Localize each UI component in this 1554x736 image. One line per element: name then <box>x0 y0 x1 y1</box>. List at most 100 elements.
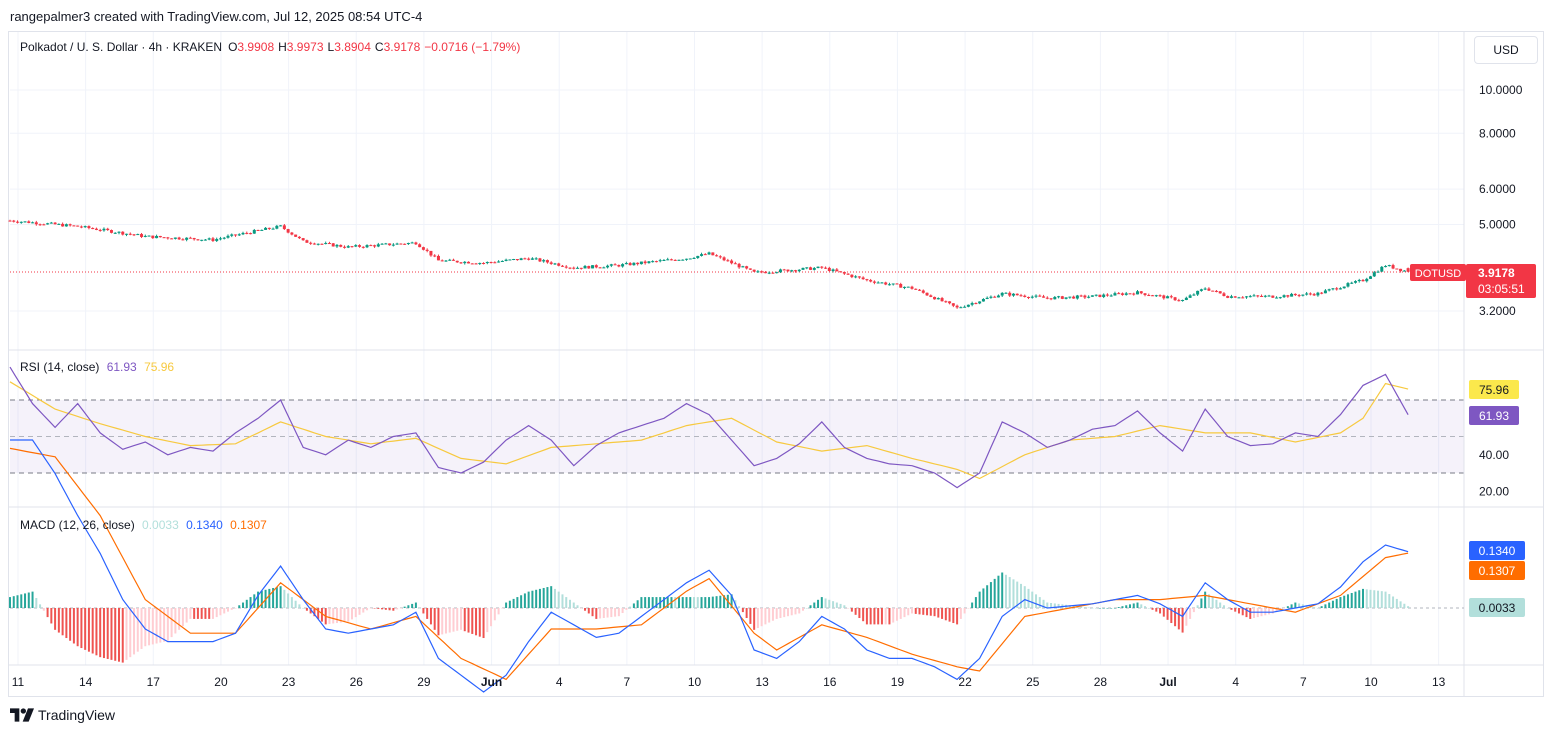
candle-body <box>388 243 392 246</box>
candle-body <box>425 249 429 251</box>
candle-body <box>1143 293 1147 296</box>
macd-hist-bar <box>114 608 117 661</box>
macd-hist-bar <box>12 596 15 608</box>
candle-body <box>579 267 583 269</box>
candle-body <box>463 261 467 264</box>
macd-hist-bar <box>918 608 921 615</box>
candle-body <box>989 296 993 298</box>
candle-body <box>1060 296 1064 299</box>
macd-hist-bar <box>1362 588 1364 608</box>
macd-hist-bar <box>542 587 545 608</box>
candle-body <box>384 243 388 245</box>
candle-body <box>996 295 1000 298</box>
chart-frame <box>8 31 1544 697</box>
macd-hist-bar <box>1110 608 1113 609</box>
candle-body <box>53 222 57 225</box>
time-tick-label: 10 <box>1364 675 1378 689</box>
macd-hist-bar <box>895 608 898 621</box>
macd-hist-bar <box>1083 607 1086 608</box>
macd-hist-bar <box>989 582 992 608</box>
macd-hist-bar <box>1305 605 1308 608</box>
candle-body <box>1057 296 1061 298</box>
macd-hist-bar <box>54 608 57 630</box>
candle-body <box>718 256 722 258</box>
tradingview-logo[interactable]: TradingView <box>10 707 115 723</box>
time-tick-label: 19 <box>891 675 905 689</box>
macd-hist-bar <box>1140 604 1143 608</box>
currency-button[interactable]: USD <box>1474 36 1538 64</box>
macd-hist-bar <box>587 608 590 614</box>
candle-body <box>256 229 260 231</box>
candle-body <box>147 235 151 237</box>
candle-body <box>955 305 959 308</box>
macd-hist-bar <box>696 597 699 608</box>
candle-body <box>974 303 978 305</box>
macd-hist-bar <box>490 608 493 627</box>
candle-body <box>733 263 737 265</box>
macd-hist-bar <box>305 608 308 611</box>
macd-hist-bar <box>381 608 384 610</box>
candle-body <box>1402 270 1406 272</box>
macd-hist-bar <box>245 599 248 608</box>
candle-body <box>1218 291 1222 294</box>
macd-hist-bar <box>223 608 226 614</box>
candle-body <box>534 258 538 260</box>
candlestick-series <box>8 219 1410 309</box>
macd-hist-bar <box>309 608 312 614</box>
macd-hist-bar <box>1219 602 1222 608</box>
rsi-title[interactable]: RSI (14, close) <box>20 360 100 374</box>
candle-body <box>872 281 876 283</box>
candle-body <box>1316 292 1320 296</box>
time-tick-label: 4 <box>1232 675 1239 689</box>
candle-body <box>226 235 230 238</box>
candle-body <box>1331 288 1335 290</box>
macd-hist-bar <box>46 608 49 618</box>
macd-hist-bar <box>133 608 136 655</box>
macd-hist-bar <box>1125 605 1128 608</box>
candle-body <box>279 225 283 227</box>
candle-body <box>271 228 275 230</box>
macd-hist-bar <box>185 608 188 623</box>
macd-hist-bar <box>414 602 417 608</box>
macd-title[interactable]: MACD (12, 26, close) <box>20 518 135 532</box>
macd-hist-bar <box>50 608 53 624</box>
candle-body <box>1192 294 1196 296</box>
symbol-title[interactable]: Polkadot / U. S. Dollar · 4h · KRAKEN <box>20 40 223 54</box>
macd-hist-bar <box>576 605 579 608</box>
candle-body <box>519 258 523 261</box>
candle-body <box>436 255 440 261</box>
candle-body <box>1154 295 1158 297</box>
time-axis-ticks: 11 14 17 20 23 26 29 Jun 4 7 10 13 16 19 22 25 28 Jul 4 7 10… <box>12 675 1446 689</box>
rsi-value-tag: 61.93 <box>1479 409 1509 423</box>
time-tick-label: 7 <box>624 675 631 689</box>
macd-hist-bar <box>884 608 887 625</box>
macd-hist-bar <box>1335 598 1338 608</box>
macd-hist-bar <box>373 608 376 609</box>
macd-hist-bar <box>1095 608 1098 609</box>
candle-body <box>485 262 489 264</box>
candle-body <box>801 267 805 270</box>
macd-hist-bar <box>527 591 530 608</box>
candle-body <box>1188 295 1192 298</box>
candle-body <box>748 268 752 270</box>
macd-hist-bar <box>610 608 613 618</box>
candle-body <box>1177 300 1181 302</box>
candle-body <box>324 243 328 245</box>
candle-body <box>895 283 899 285</box>
macd-hist-bar <box>249 597 252 608</box>
macd-hist-bar <box>287 593 290 608</box>
candle-body <box>1079 295 1083 297</box>
macd-hist-bar <box>444 608 447 634</box>
macd-hist-bar <box>16 595 19 608</box>
macd-hist-bar <box>87 608 90 652</box>
candle-body <box>1053 296 1057 300</box>
macd-hist-bar <box>911 608 913 614</box>
candle-body <box>854 276 858 278</box>
macd-hist-bar <box>1016 581 1019 608</box>
candle-body <box>621 264 625 267</box>
candle-body <box>1387 265 1391 267</box>
candle-body <box>839 271 843 273</box>
candle-body <box>1109 295 1113 297</box>
candle-body <box>1117 293 1121 295</box>
